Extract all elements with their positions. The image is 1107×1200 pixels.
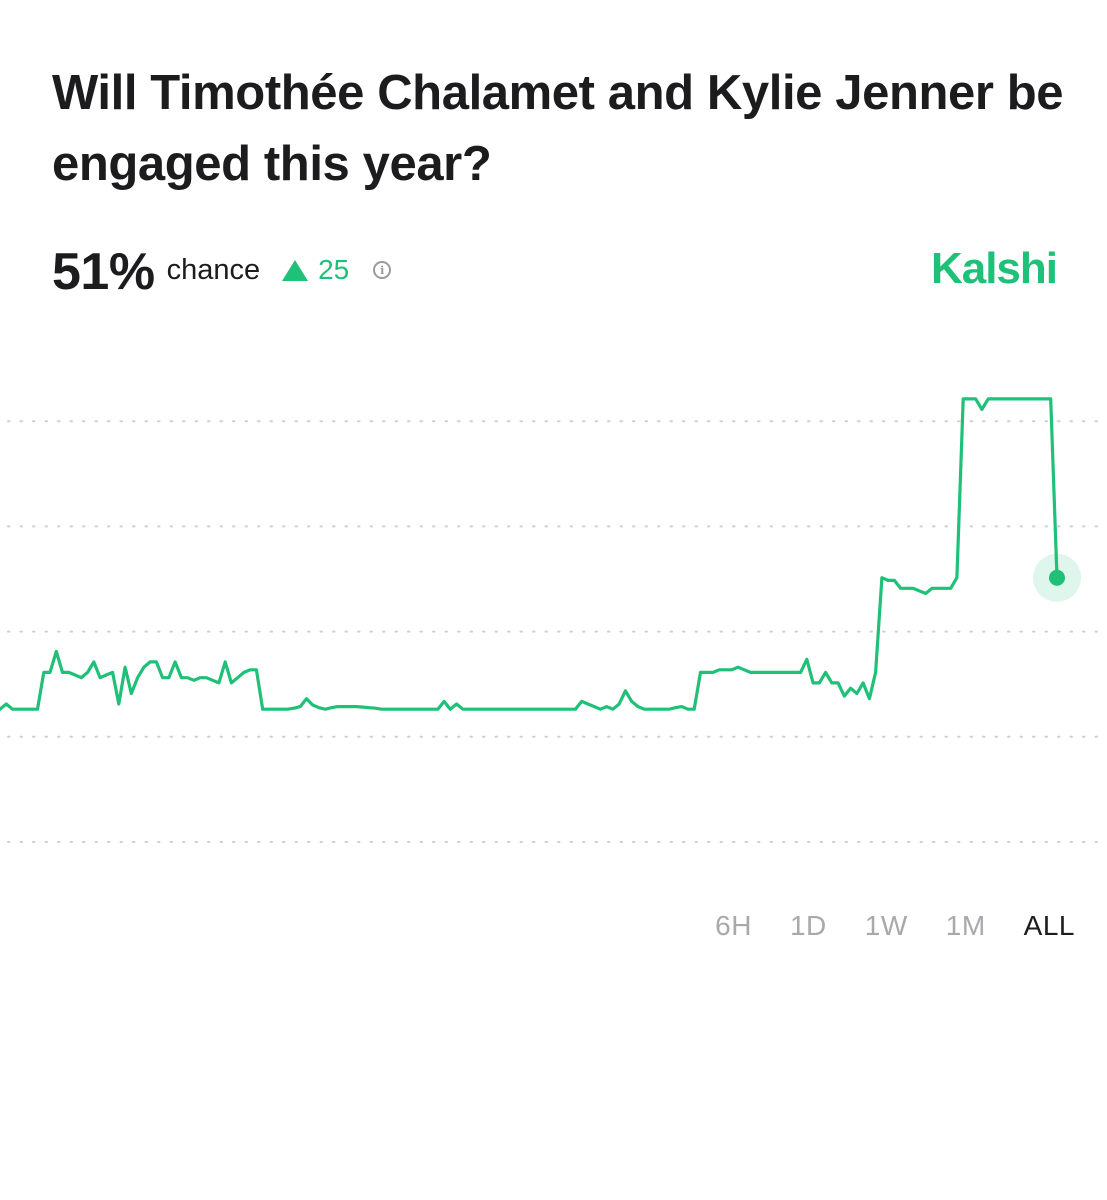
- range-1m[interactable]: 1M: [945, 910, 986, 941]
- chance-label: chance: [166, 253, 261, 286]
- triangle-up-icon: [282, 259, 309, 281]
- time-range-selector: 6H 1D 1W 1M ALL: [677, 910, 1075, 942]
- current-point: [1049, 569, 1065, 586]
- odds-summary: 51% chance 25 i: [52, 240, 392, 304]
- probability-chart: [0, 397, 1104, 843]
- series-line: [0, 397, 1059, 711]
- range-6h[interactable]: 6H: [715, 910, 752, 941]
- chance-percent: 51%: [52, 243, 155, 301]
- grid-lines: [7, 420, 1104, 843]
- brand-logo[interactable]: Kalshi: [930, 244, 1058, 293]
- change-value: 25: [318, 254, 350, 285]
- range-1d[interactable]: 1D: [789, 910, 827, 941]
- market-question: Will Timothée Chalamet and Kylie Jenner …: [52, 66, 1064, 191]
- info-icon[interactable]: i: [373, 261, 392, 279]
- range-all[interactable]: ALL: [1023, 910, 1075, 941]
- change-indicator: 25: [282, 254, 349, 286]
- range-1w[interactable]: 1W: [864, 910, 908, 941]
